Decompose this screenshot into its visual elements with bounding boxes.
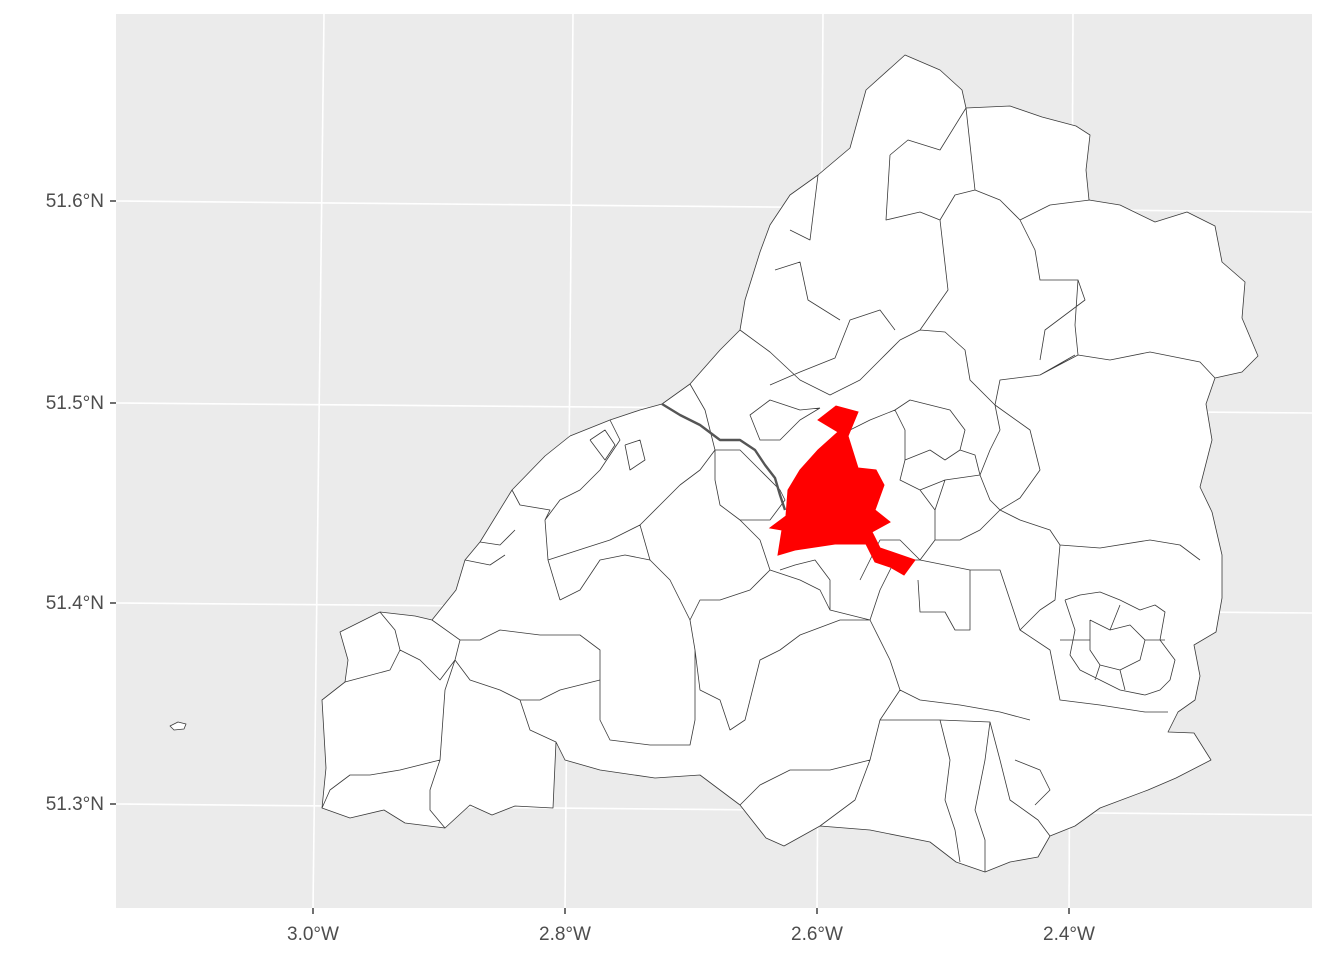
offshore-island: [169, 721, 187, 731]
x-tick-label-2-6: 2.6°W: [791, 924, 843, 945]
y-tick-label-51-3: 51.3°N: [46, 794, 104, 815]
river-avon: [661, 402, 787, 511]
district-boundaries: [321, 107, 1216, 872]
y-tick-label-51-6: 51.6°N: [46, 191, 104, 212]
gridline-lat-51-3: [115, 803, 1313, 816]
region-boundaries: [169, 54, 1259, 873]
y-tick-label-51-5: 51.5°N: [46, 393, 104, 414]
x-tick-label-2-4: 2.4°W: [1043, 924, 1095, 945]
gridline-lon-3-0: [312, 13, 325, 909]
y-axis: 51.3°N 51.4°N 51.5°N 51.6°N: [46, 191, 116, 815]
y-tick-label-51-4: 51.4°N: [46, 593, 104, 614]
highlighted-region: [768, 405, 916, 576]
x-axis: 3.0°W 2.8°W 2.6°W 2.4°W: [287, 908, 1095, 945]
x-tick-label-3-0: 3.0°W: [287, 924, 339, 945]
x-tick-label-2-8: 2.8°W: [539, 924, 591, 945]
